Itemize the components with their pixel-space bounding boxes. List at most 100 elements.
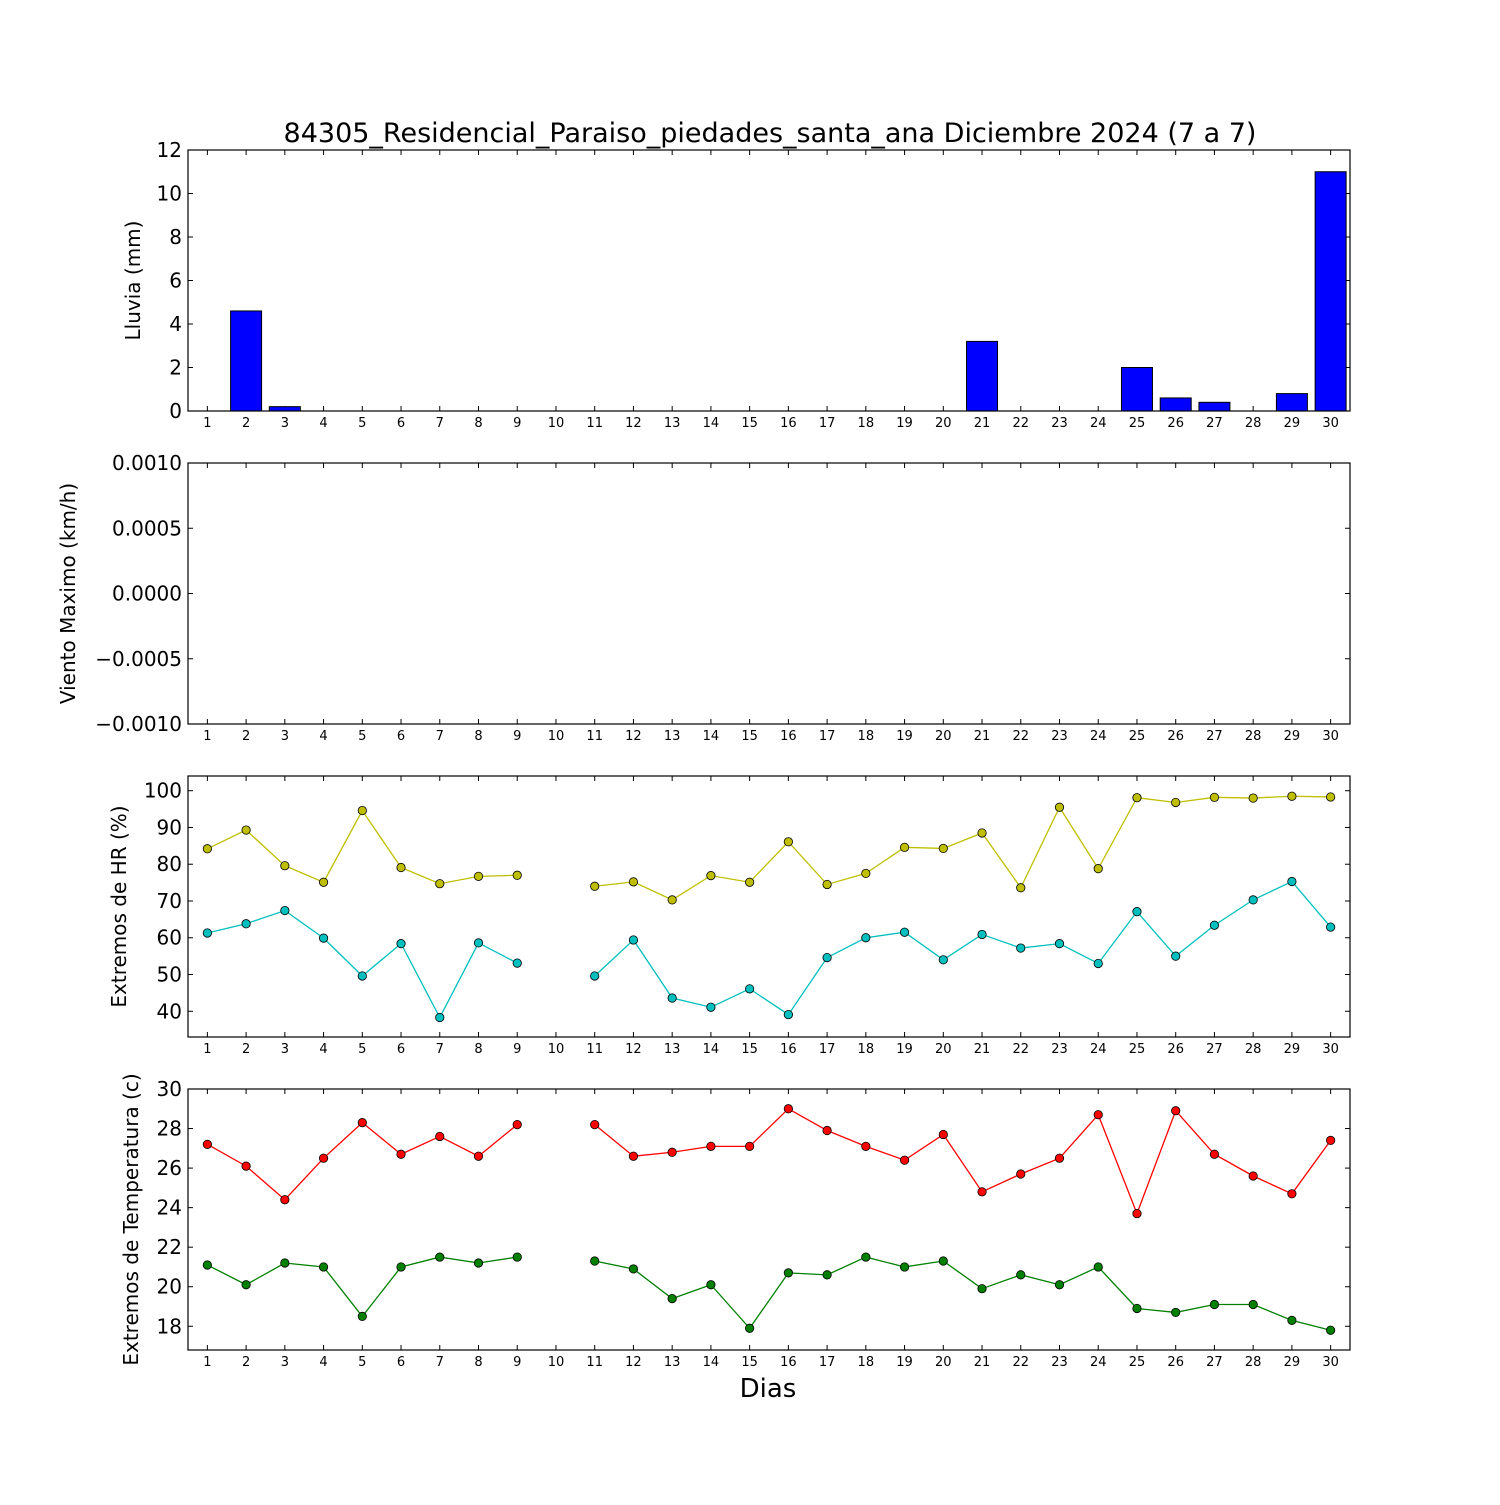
humidity-x-tick-label: 15 xyxy=(741,1042,758,1057)
humidity-series-1-point xyxy=(1171,951,1181,961)
humidity-series-1-point xyxy=(1287,876,1297,887)
wind-x-tick-label: 1 xyxy=(203,729,211,744)
temperature-x-tick-label: 15 xyxy=(741,1355,758,1370)
humidity-x-tick-label: 1 xyxy=(203,1042,211,1057)
humidity-x-tick-label: 28 xyxy=(1245,1042,1262,1057)
wind-x-tick-label: 14 xyxy=(703,729,720,744)
wind-y-tick-label: 0.0010 xyxy=(112,451,182,475)
rain-bar xyxy=(1120,367,1153,412)
temperature-x-tick-label: 1 xyxy=(203,1355,211,1370)
humidity-series-0-point xyxy=(396,862,406,873)
temperature-series-1-point xyxy=(706,1280,716,1290)
temperature-series-0-point xyxy=(899,1155,910,1165)
humidity-y-tick-label: 60 xyxy=(157,926,182,950)
temperature-series-0-point xyxy=(1054,1153,1065,1163)
temperature-series-1-point xyxy=(318,1262,329,1272)
humidity-x-tick-label: 29 xyxy=(1284,1042,1301,1057)
temperature-series-0-point xyxy=(202,1139,212,1149)
humidity-series-1-point xyxy=(435,1012,445,1023)
wind-y-tick-label: −0.0010 xyxy=(95,712,182,736)
wind-x-tick-label: 24 xyxy=(1090,729,1107,744)
temperature-series-1-point xyxy=(1248,1299,1258,1310)
temperature-series-0-point xyxy=(1171,1106,1181,1116)
humidity-x-tick-label: 26 xyxy=(1167,1042,1184,1057)
rain-x-tick-label: 26 xyxy=(1167,416,1184,431)
humidity-series-1-point xyxy=(822,952,832,963)
temperature-x-tick-label: 28 xyxy=(1245,1355,1262,1370)
humidity-series-0-point xyxy=(1054,802,1065,812)
rain-x-tick-label: 13 xyxy=(664,416,681,431)
wind-x-tick-label: 25 xyxy=(1129,729,1146,744)
rain-x-tick-label: 7 xyxy=(436,416,444,431)
temperature-series-1-point xyxy=(938,1256,948,1266)
rain-bar xyxy=(230,310,263,412)
rain-x-tick-label: 1 xyxy=(203,416,211,431)
temperature-series-1-point xyxy=(202,1260,212,1270)
wind-x-tick-label: 7 xyxy=(436,729,444,744)
temperature-series-1-point xyxy=(241,1280,251,1290)
wind-y-tick-label: 0.0005 xyxy=(112,516,182,540)
temperature-series-0-point xyxy=(667,1147,677,1157)
temperature-x-tick-label: 5 xyxy=(358,1355,366,1370)
temperature-series-1-point xyxy=(357,1311,367,1321)
temperature-series-1-point xyxy=(667,1293,677,1304)
temperature-x-tick-label: 29 xyxy=(1284,1355,1301,1370)
rain-y-tick-label: 4 xyxy=(169,312,182,336)
rain-x-tick-label: 25 xyxy=(1129,416,1146,431)
humidity-series-0-point xyxy=(938,843,948,854)
humidity-y-tick-label: 50 xyxy=(157,963,182,987)
humidity-series-1-line xyxy=(207,909,518,1019)
wind-x-tick-label: 16 xyxy=(780,729,797,744)
temperature-series-1-point xyxy=(977,1284,987,1294)
rain-x-tick-label: 5 xyxy=(358,416,366,431)
humidity-series-1-line xyxy=(594,880,1332,1016)
rain-bar xyxy=(1314,171,1347,412)
temperature-plot-frame xyxy=(187,1088,1351,1351)
temperature-y-tick-label: 18 xyxy=(157,1314,182,1338)
humidity-series-0-point xyxy=(1209,792,1220,802)
humidity-series-1-point xyxy=(783,1009,793,1020)
humidity-series-0-point xyxy=(241,825,251,835)
temperature-series-0-point xyxy=(1326,1135,1336,1146)
humidity-series-1-point xyxy=(396,939,406,949)
humidity-x-tick-label: 14 xyxy=(703,1042,720,1057)
humidity-x-tick-label: 19 xyxy=(896,1042,913,1057)
temperature-series-1-point xyxy=(396,1262,406,1272)
wind-x-tick-label: 6 xyxy=(397,729,405,744)
rain-x-tick-label: 24 xyxy=(1090,416,1107,431)
temperature-series-0-point xyxy=(396,1149,406,1159)
humidity-x-tick-label: 20 xyxy=(935,1042,952,1057)
temperature-series-1-point xyxy=(473,1258,484,1268)
humidity-series-1-point xyxy=(899,927,910,937)
temperature-series-0-point xyxy=(473,1151,484,1161)
humidity-x-tick-label: 7 xyxy=(436,1042,444,1057)
rain-x-tick-label: 21 xyxy=(974,416,991,431)
temperature-series-0-point xyxy=(822,1125,832,1136)
rain-x-tick-label: 4 xyxy=(319,416,327,431)
temperature-series-1-point xyxy=(822,1270,832,1280)
rain-x-tick-label: 23 xyxy=(1051,416,1068,431)
humidity-plot-frame xyxy=(187,775,1351,1038)
humidity-series-0-point xyxy=(1248,793,1258,803)
wind-x-tick-label: 3 xyxy=(281,729,289,744)
humidity-x-tick-label: 16 xyxy=(780,1042,797,1057)
humidity-x-tick-label: 17 xyxy=(819,1042,836,1057)
temperature-y-tick-label: 20 xyxy=(157,1275,182,1299)
temperature-series-0-point xyxy=(318,1153,329,1163)
humidity-series-0-point xyxy=(783,837,793,847)
humidity-x-tick-label: 4 xyxy=(319,1042,327,1057)
rain-x-tick-label: 27 xyxy=(1206,416,1223,431)
humidity-series-0-point xyxy=(357,805,367,816)
wind-x-tick-label: 9 xyxy=(513,729,521,744)
temperature-x-tick-label: 9 xyxy=(513,1355,521,1370)
temperature-series-0-point xyxy=(1248,1171,1258,1181)
temperature-series-1-point xyxy=(1326,1325,1336,1335)
temperature-series-0-point xyxy=(435,1131,445,1142)
wind-x-tick-label: 2 xyxy=(242,729,250,744)
rain-plot-frame xyxy=(187,149,1351,412)
humidity-series-0-point xyxy=(1326,792,1336,802)
humidity-series-0-point xyxy=(822,879,832,890)
temperature-series-1-point xyxy=(1209,1299,1220,1310)
temperature-series-0-point xyxy=(1093,1110,1103,1120)
temperature-x-tick-label: 25 xyxy=(1129,1355,1146,1370)
